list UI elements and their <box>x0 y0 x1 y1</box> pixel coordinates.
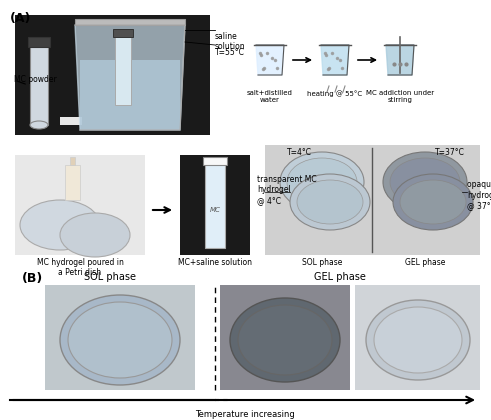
Polygon shape <box>256 45 284 75</box>
Bar <box>220 285 350 390</box>
Text: T=4°C: T=4°C <box>287 148 312 157</box>
Polygon shape <box>386 45 414 75</box>
Bar <box>355 285 480 390</box>
Text: SOL phase: SOL phase <box>302 258 342 267</box>
Text: T=37°C: T=37°C <box>435 148 465 157</box>
Bar <box>115 33 131 105</box>
Bar <box>15 15 210 135</box>
Text: salt+distilled
water: salt+distilled water <box>247 90 293 103</box>
Ellipse shape <box>400 180 466 224</box>
Ellipse shape <box>383 152 467 212</box>
Polygon shape <box>321 45 349 75</box>
Text: MC addiction under
stirring: MC addiction under stirring <box>366 90 434 103</box>
Text: opaque MC
hydrogel
@ 37°C: opaque MC hydrogel @ 37°C <box>467 180 491 210</box>
Ellipse shape <box>60 213 130 257</box>
Text: MC: MC <box>210 207 220 213</box>
Bar <box>15 155 145 255</box>
Text: (B): (B) <box>22 272 43 285</box>
Ellipse shape <box>390 158 460 206</box>
Bar <box>75 19 185 25</box>
Text: GEL phase: GEL phase <box>405 258 445 267</box>
Text: T=55°C: T=55°C <box>215 48 245 57</box>
Bar <box>60 117 82 125</box>
Text: MC powder: MC powder <box>14 76 57 84</box>
Polygon shape <box>75 25 185 130</box>
Bar <box>30 45 48 125</box>
Ellipse shape <box>238 305 332 375</box>
Bar <box>80 60 180 130</box>
Ellipse shape <box>68 302 172 378</box>
Bar <box>203 157 227 165</box>
Bar <box>113 29 133 37</box>
Bar <box>205 163 225 248</box>
Ellipse shape <box>280 152 364 212</box>
Text: heating @ 55°C: heating @ 55°C <box>307 90 362 97</box>
Ellipse shape <box>366 300 470 380</box>
Bar <box>28 37 50 47</box>
Ellipse shape <box>374 307 462 373</box>
Text: SOL phase: SOL phase <box>84 272 136 282</box>
Ellipse shape <box>297 180 363 224</box>
Ellipse shape <box>60 295 180 385</box>
Text: MC hydrogel poured in
a Petri dish: MC hydrogel poured in a Petri dish <box>36 258 123 277</box>
Ellipse shape <box>287 158 357 206</box>
Text: Temperature increasing: Temperature increasing <box>195 410 295 419</box>
Ellipse shape <box>290 174 370 230</box>
Ellipse shape <box>393 174 473 230</box>
Bar <box>265 145 480 255</box>
Text: GEL phase: GEL phase <box>314 272 366 282</box>
Bar <box>65 165 80 200</box>
Bar <box>180 155 250 255</box>
Text: saline
solution: saline solution <box>215 32 246 51</box>
Text: (A): (A) <box>10 12 31 25</box>
Bar <box>70 157 75 165</box>
Ellipse shape <box>20 200 100 250</box>
Text: transparent MC
hydrogel
@ 4°C: transparent MC hydrogel @ 4°C <box>257 175 317 205</box>
Ellipse shape <box>30 121 48 129</box>
Bar <box>45 285 195 390</box>
Text: MC+saline solution: MC+saline solution <box>178 258 252 267</box>
Ellipse shape <box>230 298 340 382</box>
